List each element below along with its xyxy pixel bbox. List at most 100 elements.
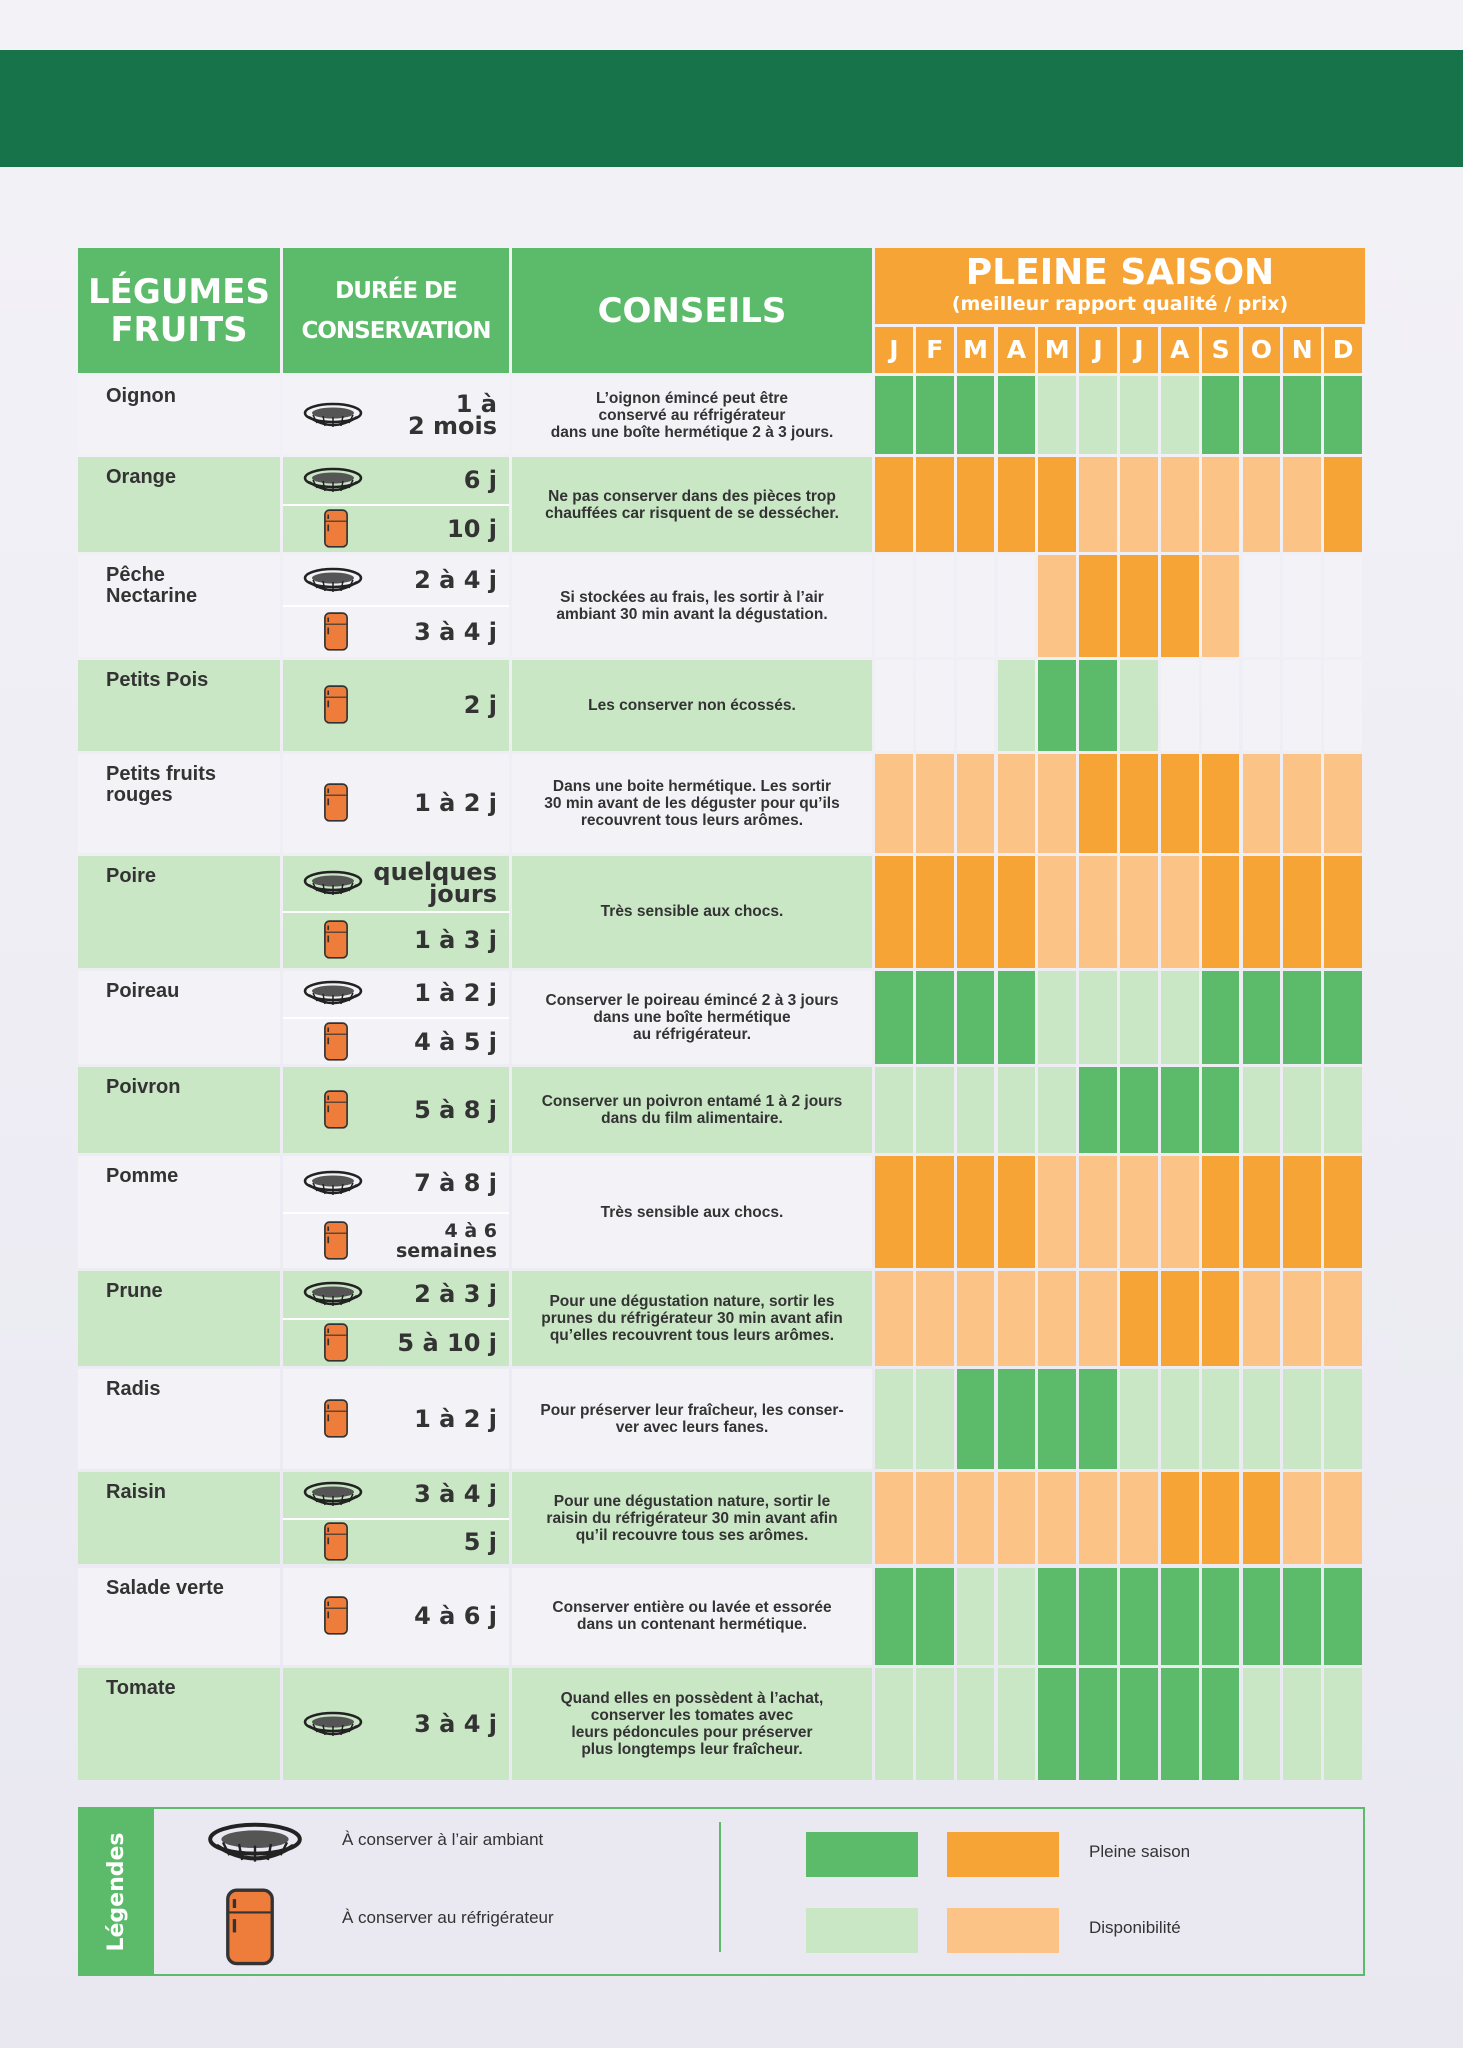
season-cell bbox=[1079, 1067, 1117, 1154]
duration-cell bbox=[283, 659, 509, 751]
product-name: Raisin bbox=[106, 1481, 167, 1504]
fridge-icon bbox=[324, 509, 348, 548]
season-cell bbox=[875, 457, 913, 553]
advice-text: L’oignon émincé peut être conservé au ré… bbox=[512, 376, 872, 455]
season-cell bbox=[1038, 1067, 1077, 1154]
season-cell bbox=[997, 457, 1036, 553]
duration-text: 4 à 5 j bbox=[414, 1027, 497, 1056]
name-cell bbox=[78, 1270, 280, 1366]
season-cell bbox=[1038, 1156, 1077, 1268]
season-cell bbox=[1160, 659, 1199, 751]
season-cell bbox=[875, 1668, 913, 1781]
season-cell bbox=[956, 970, 995, 1065]
season-cell bbox=[875, 970, 913, 1065]
season-cell bbox=[1201, 1067, 1240, 1154]
fridge-icon bbox=[324, 1522, 348, 1561]
season-cell bbox=[997, 376, 1036, 455]
duration-divider bbox=[283, 1317, 509, 1320]
season-cell bbox=[1201, 1368, 1240, 1470]
storage-icon bbox=[301, 979, 365, 1009]
product-name: Poivron bbox=[106, 1076, 181, 1099]
storage-icon bbox=[321, 783, 355, 823]
season-cell bbox=[1201, 376, 1240, 455]
fridge-icon bbox=[324, 685, 348, 724]
fridge-icon bbox=[226, 1888, 274, 1966]
season-cell bbox=[1201, 555, 1240, 657]
month-label: S bbox=[1201, 326, 1240, 374]
season-cell bbox=[1201, 753, 1240, 853]
season-cell bbox=[997, 1270, 1036, 1366]
season-cell bbox=[956, 1270, 995, 1366]
season-cell bbox=[1283, 376, 1322, 455]
legend-swatch bbox=[806, 1908, 918, 1953]
season-cell bbox=[1079, 1668, 1117, 1781]
product-name: Petits Pois bbox=[106, 668, 209, 691]
product-name: Pêche Nectarine bbox=[106, 564, 198, 608]
season-cell bbox=[1242, 555, 1281, 657]
season-cell bbox=[956, 1472, 995, 1565]
season-cell bbox=[1324, 457, 1362, 553]
season-cell bbox=[956, 376, 995, 455]
fridge-icon bbox=[324, 920, 348, 959]
product-name: Tomate bbox=[106, 1677, 176, 1700]
name-cell bbox=[78, 659, 280, 751]
season-cell bbox=[1242, 1156, 1281, 1268]
season-cell bbox=[1283, 1368, 1322, 1470]
advice-text: Pour préserver leur fraîcheur, les conse… bbox=[512, 1368, 872, 1470]
legend-strip bbox=[78, 1807, 154, 1976]
season-cell bbox=[1079, 855, 1117, 968]
season-cell bbox=[915, 1067, 954, 1154]
season-cell bbox=[1038, 1472, 1077, 1565]
season-cell bbox=[997, 1668, 1036, 1781]
season-cell bbox=[956, 1567, 995, 1666]
advice-text: Conserver le poireau émincé 2 à 3 jours … bbox=[512, 970, 872, 1065]
duration-text: 2 à 3 j bbox=[414, 1279, 497, 1308]
basket-icon bbox=[303, 567, 363, 592]
duration-text: 4 à 6 j bbox=[414, 1602, 497, 1631]
name-cell bbox=[78, 753, 280, 853]
legend-fridge bbox=[222, 1888, 278, 1968]
storage-icon bbox=[321, 1399, 355, 1439]
legend-basket bbox=[205, 1820, 305, 1868]
season-cell bbox=[1201, 1156, 1240, 1268]
duration-text: 10 j bbox=[447, 515, 497, 544]
season-cell bbox=[1038, 555, 1077, 657]
season-cell bbox=[1160, 376, 1199, 455]
legend-divider bbox=[719, 1822, 721, 1952]
season-cell bbox=[1120, 457, 1158, 553]
season-cell bbox=[1324, 1567, 1362, 1666]
legend-swatch bbox=[806, 1832, 918, 1877]
storage-icon bbox=[301, 869, 365, 899]
season-cell bbox=[875, 1567, 913, 1666]
season-cell bbox=[956, 1368, 995, 1470]
duration-text: 5 j bbox=[463, 1528, 497, 1557]
season-cell bbox=[1242, 1668, 1281, 1781]
season-cell bbox=[1120, 376, 1158, 455]
season-cell bbox=[1079, 555, 1117, 657]
season-cell bbox=[1079, 1472, 1117, 1565]
duration-text: quelques jours bbox=[373, 857, 497, 908]
season-cell bbox=[956, 1067, 995, 1154]
month-label: N bbox=[1283, 326, 1322, 374]
season-cell bbox=[875, 855, 913, 968]
duration-divider bbox=[283, 1016, 509, 1019]
duration-text: 4 à 6 semaines bbox=[395, 1219, 497, 1262]
month-label: J bbox=[1120, 326, 1158, 374]
advice-text: Pour une dégustation nature, sortir le r… bbox=[512, 1472, 872, 1565]
season-cell bbox=[1324, 970, 1362, 1065]
storage-icon bbox=[321, 1021, 355, 1062]
season-cell bbox=[1038, 1368, 1077, 1470]
header-band bbox=[0, 50, 1463, 167]
season-cell bbox=[1324, 659, 1362, 751]
season-cell bbox=[1283, 659, 1322, 751]
storage-icon bbox=[301, 1480, 365, 1510]
season-cell bbox=[997, 1067, 1036, 1154]
advice-text: Ne pas conserver dans des pièces trop ch… bbox=[512, 457, 872, 553]
season-cell bbox=[1120, 1472, 1158, 1565]
duration-cell bbox=[283, 1567, 509, 1666]
season-cell bbox=[915, 1368, 954, 1470]
basket-icon bbox=[303, 1482, 363, 1507]
season-cell bbox=[1283, 1567, 1322, 1666]
storage-icon bbox=[301, 566, 365, 596]
season-cell bbox=[875, 1156, 913, 1268]
